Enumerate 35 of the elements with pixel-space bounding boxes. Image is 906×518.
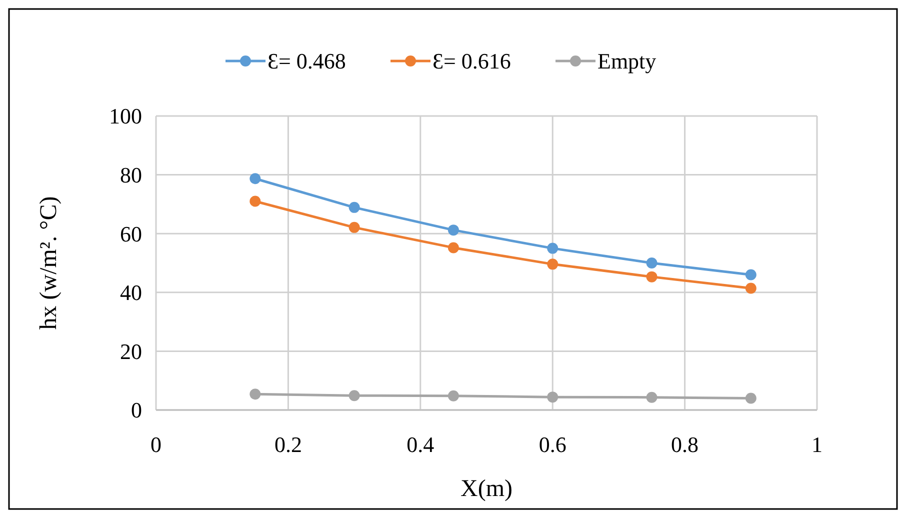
point — [448, 390, 459, 402]
x-tick-label: 0.2 — [274, 432, 302, 457]
x-tick-label: 0.8 — [671, 432, 699, 457]
point — [745, 392, 756, 404]
y-tick-label: 0 — [131, 398, 142, 423]
point — [250, 196, 261, 207]
y-tick-label: 20 — [120, 338, 142, 364]
legend-label: Ɛ= 0.468 — [268, 48, 346, 74]
x-tick-label: 0.4 — [406, 432, 434, 457]
legend-label: Empty — [598, 48, 656, 74]
point — [348, 202, 360, 213]
y-axis-title: hx (w/m². °C) — [36, 196, 62, 330]
x-tick-label: 0 — [150, 432, 162, 457]
point — [547, 258, 558, 270]
point — [745, 269, 756, 280]
x-axis-title: X(m) — [460, 476, 512, 502]
point — [646, 392, 658, 403]
point — [547, 392, 558, 403]
point — [250, 388, 261, 400]
point — [547, 242, 558, 254]
y-tick-label: 100 — [109, 104, 142, 129]
point — [348, 222, 360, 233]
point — [646, 271, 658, 282]
point — [448, 242, 459, 254]
x-tick-label: 1 — [812, 432, 822, 457]
legend-label: Ɛ= 0.616 — [432, 48, 511, 74]
x-tick-label: 0.6 — [538, 432, 566, 457]
point — [745, 282, 756, 294]
point — [348, 390, 360, 402]
point — [448, 224, 459, 236]
point — [646, 258, 658, 268]
y-tick-label: 60 — [120, 221, 142, 246]
y-tick-label: 40 — [120, 280, 142, 306]
point — [250, 173, 261, 184]
y-tick-label: 80 — [120, 162, 142, 188]
